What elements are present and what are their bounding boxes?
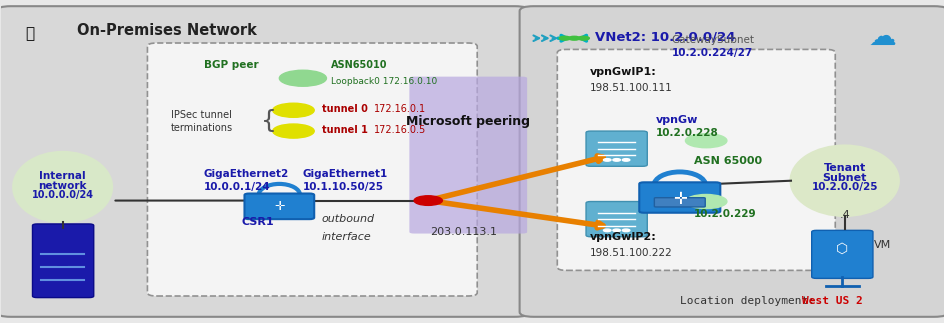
Circle shape	[603, 229, 611, 232]
Text: .4: .4	[838, 210, 850, 220]
Text: CSR1: CSR1	[242, 217, 274, 227]
Text: vpnGwIP1:: vpnGwIP1:	[590, 67, 656, 77]
Text: 172.16.0.1: 172.16.0.1	[373, 104, 425, 114]
Text: 10.2.0.224/27: 10.2.0.224/27	[671, 47, 752, 57]
Text: outbound: outbound	[321, 214, 375, 224]
Circle shape	[684, 194, 726, 209]
Ellipse shape	[13, 152, 112, 222]
FancyBboxPatch shape	[409, 77, 527, 234]
Text: network: network	[39, 181, 87, 191]
Text: 10.0.0.0/24: 10.0.0.0/24	[31, 190, 93, 200]
Text: West US 2: West US 2	[801, 296, 862, 306]
Text: ✛: ✛	[274, 201, 284, 214]
Text: Internal: Internal	[40, 171, 86, 181]
Text: interface: interface	[321, 232, 371, 242]
Text: On-Premises Network: On-Premises Network	[76, 23, 257, 38]
Text: tunnel 0: tunnel 0	[321, 104, 367, 114]
Circle shape	[413, 196, 442, 205]
Text: 203.0.113.1: 203.0.113.1	[430, 227, 497, 237]
Text: GigaEthernet1: GigaEthernet1	[303, 169, 388, 179]
Circle shape	[578, 36, 589, 40]
Text: terminations: terminations	[171, 123, 233, 133]
FancyBboxPatch shape	[811, 230, 872, 278]
FancyBboxPatch shape	[638, 182, 719, 213]
Text: Microsoft peering: Microsoft peering	[405, 115, 530, 128]
Text: VM: VM	[873, 240, 890, 250]
Text: 198.51.100.111: 198.51.100.111	[590, 83, 672, 93]
Text: 198.51.100.222: 198.51.100.222	[590, 248, 672, 258]
FancyBboxPatch shape	[585, 131, 647, 166]
Text: VNet2: 10.2.0.0/24: VNet2: 10.2.0.0/24	[595, 30, 734, 43]
FancyBboxPatch shape	[244, 193, 313, 219]
Text: vpnGwIP2:: vpnGwIP2:	[590, 232, 656, 242]
Ellipse shape	[790, 145, 898, 216]
Text: ⬡: ⬡	[834, 242, 847, 256]
FancyBboxPatch shape	[0, 6, 529, 317]
Text: 10.2.0.0/25: 10.2.0.0/25	[811, 182, 877, 192]
FancyBboxPatch shape	[653, 198, 704, 207]
Text: ASN 65000: ASN 65000	[693, 157, 761, 166]
Text: 🏢: 🏢	[25, 26, 34, 41]
Text: tunnel 1: tunnel 1	[321, 125, 367, 135]
Circle shape	[613, 159, 620, 161]
Circle shape	[568, 36, 580, 40]
FancyBboxPatch shape	[557, 49, 834, 270]
Text: Location deployment:: Location deployment:	[679, 296, 814, 306]
Circle shape	[622, 159, 630, 161]
Circle shape	[622, 229, 630, 232]
Text: Loopback0 172.16.0.10: Loopback0 172.16.0.10	[330, 77, 437, 86]
Circle shape	[603, 159, 611, 161]
Text: vpnGw: vpnGw	[655, 115, 698, 125]
Circle shape	[559, 36, 570, 40]
Text: GigaEthernet2: GigaEthernet2	[204, 169, 289, 179]
Text: 10.2.0.228: 10.2.0.228	[655, 128, 718, 138]
Text: Tenant: Tenant	[822, 163, 865, 173]
Circle shape	[684, 134, 726, 148]
FancyBboxPatch shape	[585, 202, 647, 237]
Text: 10.2.0.229: 10.2.0.229	[693, 209, 756, 219]
Text: ▬
▬
▬: ▬ ▬ ▬	[56, 224, 69, 270]
Text: {: {	[261, 109, 276, 133]
FancyBboxPatch shape	[147, 43, 477, 296]
Text: 172.16.0.5: 172.16.0.5	[373, 125, 426, 135]
Text: ☁: ☁	[868, 23, 895, 51]
Text: GatewaySubnet: GatewaySubnet	[670, 35, 753, 45]
Text: ✛: ✛	[672, 190, 686, 208]
Text: 10.1.10.50/25: 10.1.10.50/25	[303, 182, 383, 192]
Text: ASN65010: ASN65010	[330, 60, 387, 70]
Circle shape	[613, 229, 620, 232]
Text: Subnet: Subnet	[821, 173, 866, 183]
Circle shape	[273, 124, 313, 138]
Circle shape	[279, 70, 326, 86]
FancyBboxPatch shape	[519, 6, 944, 317]
FancyBboxPatch shape	[32, 224, 93, 297]
Text: BGP peer: BGP peer	[204, 60, 259, 70]
Circle shape	[273, 103, 313, 117]
Text: 10.0.0.1/24: 10.0.0.1/24	[204, 182, 270, 192]
Text: IPSec tunnel: IPSec tunnel	[171, 110, 231, 120]
